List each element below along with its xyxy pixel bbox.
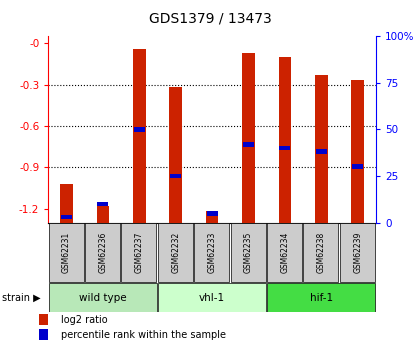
Text: GSM62238: GSM62238 xyxy=(317,232,326,273)
Text: strain ▶: strain ▶ xyxy=(2,293,41,303)
Bar xyxy=(278,57,291,223)
Bar xyxy=(242,53,255,223)
FancyBboxPatch shape xyxy=(85,223,120,282)
Bar xyxy=(61,215,72,219)
Bar xyxy=(39,314,48,325)
Bar xyxy=(206,211,218,223)
FancyBboxPatch shape xyxy=(49,223,84,282)
FancyBboxPatch shape xyxy=(158,284,266,312)
FancyBboxPatch shape xyxy=(121,223,156,282)
Bar xyxy=(315,75,328,223)
Text: GDS1379 / 13473: GDS1379 / 13473 xyxy=(149,12,271,26)
FancyBboxPatch shape xyxy=(340,223,375,282)
Text: GSM62234: GSM62234 xyxy=(281,232,289,273)
Text: vhl-1: vhl-1 xyxy=(199,293,225,303)
FancyBboxPatch shape xyxy=(267,223,302,282)
FancyBboxPatch shape xyxy=(194,223,229,282)
FancyBboxPatch shape xyxy=(231,223,265,282)
Bar xyxy=(351,80,364,223)
Text: log2 ratio: log2 ratio xyxy=(61,315,108,325)
Bar xyxy=(279,146,290,150)
Text: GSM62233: GSM62233 xyxy=(207,232,217,273)
FancyBboxPatch shape xyxy=(49,284,157,312)
Bar xyxy=(316,149,327,154)
Bar xyxy=(133,49,146,223)
Text: GSM62231: GSM62231 xyxy=(62,232,71,273)
Bar xyxy=(207,211,218,216)
Bar xyxy=(169,87,182,223)
FancyBboxPatch shape xyxy=(268,284,375,312)
Text: GSM62236: GSM62236 xyxy=(98,232,108,273)
Bar xyxy=(170,174,181,178)
Bar xyxy=(134,127,145,132)
Text: GSM62239: GSM62239 xyxy=(353,232,362,273)
Text: percentile rank within the sample: percentile rank within the sample xyxy=(61,329,226,339)
Text: wild type: wild type xyxy=(79,293,127,303)
Text: GSM62235: GSM62235 xyxy=(244,232,253,273)
Bar xyxy=(243,142,254,147)
Bar xyxy=(97,206,109,223)
Text: GSM62237: GSM62237 xyxy=(135,232,144,273)
Bar xyxy=(39,329,48,340)
Text: GSM62232: GSM62232 xyxy=(171,232,180,273)
FancyBboxPatch shape xyxy=(158,223,193,282)
FancyBboxPatch shape xyxy=(304,223,339,282)
Text: hif-1: hif-1 xyxy=(310,293,333,303)
Bar xyxy=(97,201,108,206)
Bar xyxy=(352,164,363,169)
Bar xyxy=(60,184,73,223)
